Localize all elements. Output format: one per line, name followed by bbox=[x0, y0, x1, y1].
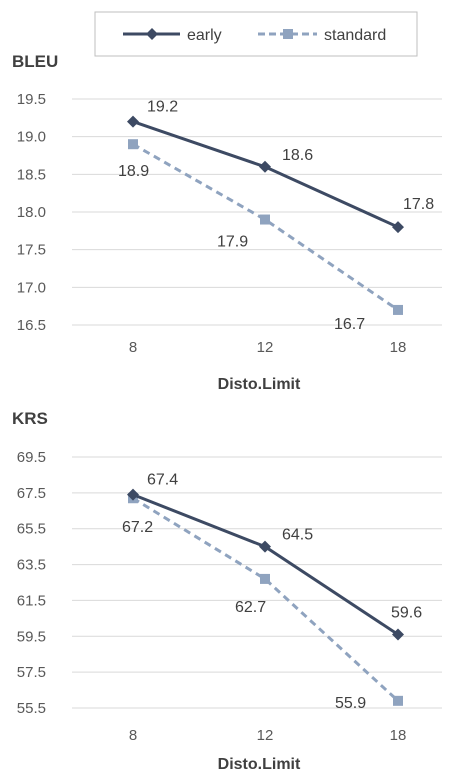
x-tick-label: 12 bbox=[257, 339, 274, 356]
series-standard: 67.2 62.7 55.9 bbox=[122, 493, 403, 712]
data-point-early bbox=[392, 628, 404, 641]
y-tick-label: 67.5 bbox=[17, 485, 46, 502]
panel-title: BLEU bbox=[12, 52, 58, 71]
y-tick-label: 19.0 bbox=[17, 129, 46, 146]
chart-panel-krs: KRS 69.5 67.5 65.5 63.5 61.5 59.5 57.5 55.5 8 12 18… bbox=[12, 409, 442, 771]
y-tick-label: 19.5 bbox=[17, 91, 46, 108]
data-label-standard: 62.7 bbox=[235, 599, 266, 616]
data-label-standard: 17.9 bbox=[217, 234, 248, 251]
data-label-early: 19.2 bbox=[147, 99, 178, 116]
data-point-early bbox=[127, 115, 139, 128]
chart-panel-bleu: BLEU 19.5 19.0 18.5 18.0 17.5 17.0 16.5 8 12 18 Dis… bbox=[12, 52, 442, 393]
x-tick-label: 8 bbox=[129, 339, 137, 356]
legend-label-standard: standard bbox=[324, 27, 386, 44]
legend-marker-early bbox=[146, 28, 158, 40]
y-tick-label: 65.5 bbox=[17, 521, 46, 538]
x-axis-title: Disto.Limit bbox=[218, 756, 301, 771]
series-early: 67.4 64.5 59.6 bbox=[127, 472, 422, 641]
y-tick-label: 59.5 bbox=[17, 628, 46, 645]
data-point-standard bbox=[260, 573, 270, 584]
y-tick-label: 17.0 bbox=[17, 279, 46, 296]
legend-entry-standard: standard bbox=[258, 27, 386, 44]
y-tick-label: 18.0 bbox=[17, 204, 46, 221]
series-line-standard bbox=[132, 142, 399, 312]
data-point-standard bbox=[260, 214, 270, 225]
panel-title: KRS bbox=[12, 409, 48, 428]
data-label-standard: 18.9 bbox=[118, 163, 149, 180]
data-point-early bbox=[259, 160, 271, 173]
data-label-early: 17.8 bbox=[403, 196, 434, 213]
data-label-standard: 16.7 bbox=[334, 316, 365, 333]
y-tick-label: 55.5 bbox=[17, 700, 46, 717]
y-tick-label: 16.5 bbox=[17, 317, 46, 334]
y-tick-label: 63.5 bbox=[17, 557, 46, 574]
y-tick-label: 69.5 bbox=[17, 449, 46, 466]
y-tick-label: 18.5 bbox=[17, 166, 46, 183]
data-point-early bbox=[127, 488, 139, 501]
data-label-early: 59.6 bbox=[391, 604, 422, 621]
x-tick-label: 12 bbox=[257, 727, 274, 744]
legend-marker-standard bbox=[283, 29, 293, 39]
y-tick-label: 57.5 bbox=[17, 664, 46, 681]
data-label-early: 18.6 bbox=[282, 147, 313, 164]
legend-label-early: early bbox=[187, 27, 222, 44]
data-point-early bbox=[392, 221, 404, 234]
x-tick-label: 18 bbox=[390, 727, 407, 744]
x-axis-title: Disto.Limit bbox=[218, 376, 301, 393]
x-tick-label: 18 bbox=[390, 339, 407, 356]
legend-entry-early: early bbox=[123, 27, 222, 44]
data-point-standard bbox=[128, 139, 138, 150]
legend: early standard bbox=[94, 11, 418, 57]
data-point-standard bbox=[393, 304, 403, 315]
series-standard: 18.9 17.9 16.7 bbox=[118, 139, 403, 333]
y-tick-label: 17.5 bbox=[17, 242, 46, 259]
data-point-standard bbox=[393, 695, 403, 706]
y-tick-label: 61.5 bbox=[17, 592, 46, 609]
data-label-early: 64.5 bbox=[282, 527, 313, 544]
series-line-standard bbox=[132, 496, 400, 702]
series-early: 19.2 18.6 17.8 bbox=[127, 99, 434, 234]
data-label-standard: 67.2 bbox=[122, 519, 153, 536]
chart-panels: BLEU 19.5 19.0 18.5 18.0 17.5 17.0 16.5 8 12 18 Dis… bbox=[12, 52, 442, 771]
data-label-early: 67.4 bbox=[147, 472, 178, 489]
data-label-standard: 55.9 bbox=[335, 695, 366, 712]
data-point-early bbox=[259, 540, 271, 553]
x-tick-label: 8 bbox=[129, 727, 137, 744]
